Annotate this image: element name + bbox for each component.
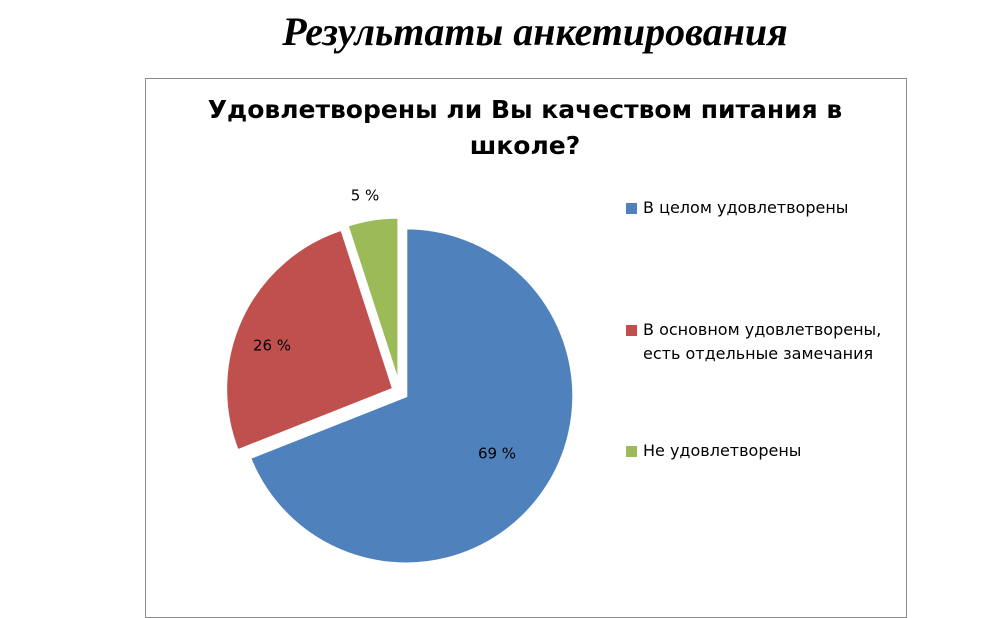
legend-label-satisfied: В целом удовлетворены: [643, 198, 849, 217]
legend-item-mostly-satisfied: В основном удовлетворены, есть отдельные…: [626, 318, 881, 366]
legend-label-mostly-satisfied-line-2: есть отдельные замечания: [643, 344, 874, 363]
legend-item-satisfied: В целом удовлетворены: [626, 196, 848, 220]
legend-swatch-satisfied: [626, 203, 637, 214]
legend-item-not-satisfied: Не удовлетворены: [626, 439, 801, 463]
legend-label-mostly-satisfied-line-1: В основном удовлетворены,: [643, 320, 882, 339]
legend-label-not-satisfied: Не удовлетворены: [643, 441, 802, 460]
slice-mostly-satisfied: [224, 227, 396, 453]
chart-title-line-1: Удовлетворены ли Вы качеством питания в: [207, 95, 843, 124]
legend-swatch-mostly-satisfied: [626, 325, 637, 336]
data-label-satisfied: 69 %: [478, 445, 516, 463]
slide-title: Результаты анкетирования: [282, 9, 788, 54]
chart-title: Удовлетворены ли Вы качеством питания в …: [0, 92, 1000, 164]
slice-not-satisfied: [345, 215, 401, 386]
data-label-not-satisfied: 5 %: [351, 187, 380, 205]
data-label-mostly-satisfied: 26 %: [253, 337, 291, 355]
chart-title-line-2: школе?: [469, 131, 581, 160]
legend-swatch-not-satisfied: [626, 446, 637, 457]
slice-satisfied: [247, 226, 576, 566]
